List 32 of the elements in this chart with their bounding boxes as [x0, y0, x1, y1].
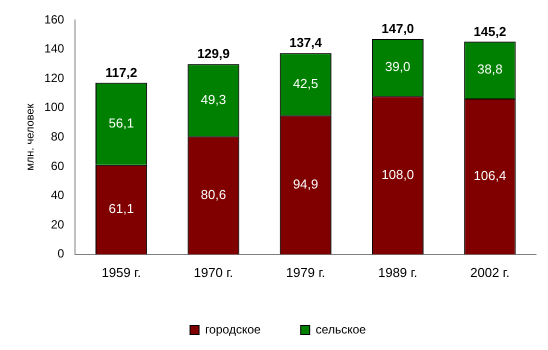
x-tick-label: 1979 г. — [286, 264, 326, 280]
total-label: 117,2 — [105, 64, 138, 80]
y-tick-label: 160 — [44, 12, 65, 26]
data-label: 80,6 — [200, 186, 226, 202]
y-tick-label: 20 — [50, 217, 65, 232]
y-tick-label: 100 — [44, 100, 65, 114]
y-tick-label: 80 — [50, 130, 65, 144]
data-label: 39,0 — [385, 59, 410, 74]
x-tick-label: 2002 г. — [470, 264, 510, 280]
total-label: 129,9 — [197, 46, 230, 62]
data-label: 106,4 — [474, 168, 506, 184]
y-tick-label: 40 — [50, 188, 65, 202]
y-axis-title: млн. человек — [24, 104, 37, 171]
legend-label: сельское — [316, 322, 366, 336]
data-label: 56,1 — [108, 115, 134, 130]
data-label: 38,8 — [477, 62, 503, 77]
data-label: 94,9 — [292, 176, 318, 192]
data-label: 61,1 — [108, 201, 134, 216]
x-tick-label: 1989 г. — [378, 264, 418, 280]
y-tick-label: 60 — [50, 158, 65, 173]
data-label: 42,5 — [292, 76, 318, 91]
data-label: 108,0 — [381, 166, 414, 182]
y-tick-label: 0 — [58, 246, 65, 261]
total-label: 137,4 — [289, 35, 323, 50]
total-label: 145,2 — [474, 24, 506, 39]
y-tick-label: 140 — [44, 42, 65, 56]
legend-label: городское — [205, 322, 261, 336]
y-tick-label: 120 — [44, 70, 65, 85]
x-tick-label: 1970 г. — [194, 264, 234, 280]
x-tick-label: 1959 г. — [102, 264, 141, 280]
data-label: 49,3 — [200, 92, 226, 107]
total-label: 147,0 — [381, 21, 414, 36]
